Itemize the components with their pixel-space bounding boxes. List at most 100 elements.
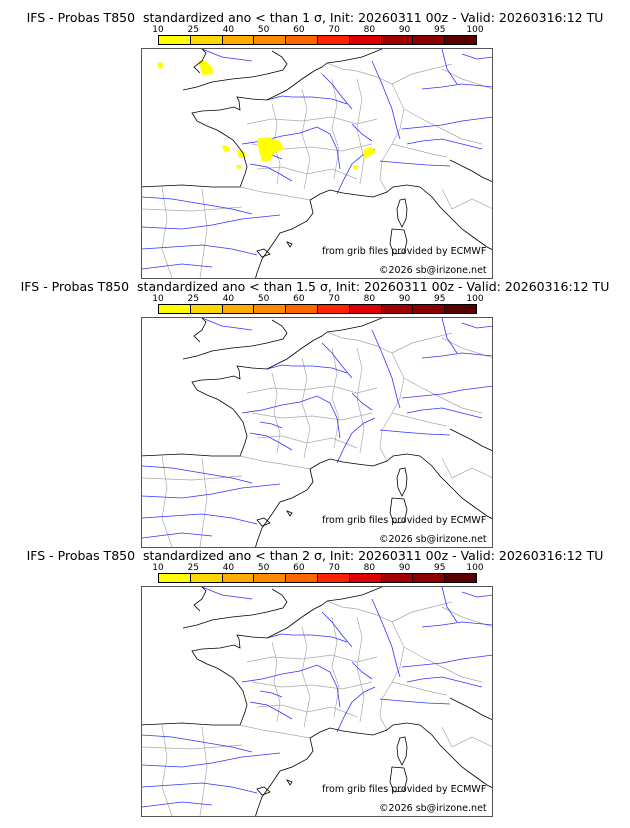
probability-area [157, 62, 164, 69]
admin-border [331, 347, 340, 449]
coastline [193, 49, 207, 74]
river [142, 801, 213, 808]
river [441, 587, 458, 623]
river [201, 587, 253, 600]
coastline [286, 241, 293, 248]
admin-border [239, 186, 311, 201]
coastline [255, 737, 314, 816]
colorbar-ticks: 10 25 40 50 60 70 80 90 95 100 [152, 25, 483, 35]
colorbar-tick-label: 40 [222, 294, 235, 304]
map [142, 49, 492, 278]
coastline [193, 587, 207, 612]
coastline [256, 517, 271, 527]
river [241, 395, 341, 439]
admin-border [356, 78, 365, 185]
admin-border [199, 726, 208, 816]
river [351, 123, 373, 142]
colorbar-tick-label: 40 [222, 25, 235, 35]
river [371, 329, 401, 409]
river [201, 49, 253, 62]
colorbar-tick-label: 50 [257, 294, 270, 304]
river [351, 392, 373, 411]
admin-border [142, 475, 243, 481]
admin-border [391, 601, 453, 623]
colorbar-segment [349, 36, 382, 44]
map-panel: from grib files provided by ECMWF ©2026 s… [141, 48, 493, 279]
colorbar-segment [445, 305, 476, 313]
river [321, 611, 353, 648]
coastline [255, 468, 314, 547]
coastline [193, 318, 207, 343]
river [142, 465, 253, 484]
colorbar-segment [413, 305, 446, 313]
map [142, 318, 492, 547]
probability-area [353, 165, 358, 169]
colorbar-segment [413, 36, 446, 44]
coastline [389, 497, 408, 524]
admin-border [403, 108, 483, 145]
river [401, 385, 492, 399]
colorbar-tick-label: 70 [328, 563, 340, 573]
river [461, 322, 492, 329]
coastline [309, 184, 492, 250]
river [266, 633, 348, 643]
coastline [182, 588, 288, 629]
river [142, 214, 281, 230]
admin-border [331, 616, 340, 718]
colorbar-segment [349, 305, 382, 313]
river [421, 352, 492, 359]
river [371, 598, 401, 678]
map [142, 587, 492, 816]
river [379, 698, 451, 705]
river [351, 661, 373, 680]
coastline [309, 453, 492, 519]
river [441, 49, 458, 85]
river [241, 126, 341, 170]
colorbar-tick-label: 10 [152, 563, 164, 573]
colorbar-segment [317, 305, 350, 313]
coastline [142, 62, 328, 188]
coastline [389, 766, 408, 793]
river [259, 690, 283, 698]
coastline [326, 587, 383, 602]
admin-border [251, 412, 373, 421]
river [249, 163, 293, 182]
colorbar-segment [381, 36, 414, 44]
colorbar-ticks: 10 25 40 50 60 70 80 90 95 100 [152, 294, 483, 304]
colorbar [158, 573, 477, 583]
colorbar-tick-label: 80 [363, 563, 376, 573]
admin-border [391, 412, 448, 427]
river [142, 263, 213, 270]
admin-border [142, 744, 243, 750]
panel-title: IFS - Probas T850 standardized ano < tha… [26, 10, 604, 25]
river [142, 513, 258, 525]
admin-border [331, 78, 340, 180]
river [259, 421, 283, 429]
admin-border [271, 372, 281, 454]
river [266, 364, 348, 374]
admin-border [161, 724, 173, 816]
colorbar-segment [286, 36, 318, 44]
admin-border [356, 347, 365, 454]
admin-border [199, 457, 208, 547]
river [441, 318, 458, 354]
colorbar-tick-label: 25 [187, 25, 199, 35]
admin-border [246, 385, 378, 394]
colorbar-ticks: 10 25 40 50 60 70 80 90 95 100 [152, 563, 483, 573]
admin-border [251, 681, 373, 690]
panel-title: IFS - Probas T850 standardized ano < tha… [26, 548, 604, 563]
colorbar-tick-label: 60 [293, 25, 305, 35]
colorbar-segment [286, 305, 318, 313]
source-credit: from grib files provided by ECMWF [322, 784, 487, 795]
colorbar-segment [254, 36, 287, 44]
colorbar-tick-label: 80 [363, 25, 376, 35]
river [142, 752, 281, 768]
colorbar-segment [349, 574, 382, 582]
river [249, 432, 293, 451]
admin-border [301, 357, 311, 459]
admin-border [326, 600, 405, 731]
river [142, 532, 213, 539]
colorbar-segment [254, 574, 287, 582]
river [379, 429, 451, 436]
admin-border [326, 331, 405, 462]
